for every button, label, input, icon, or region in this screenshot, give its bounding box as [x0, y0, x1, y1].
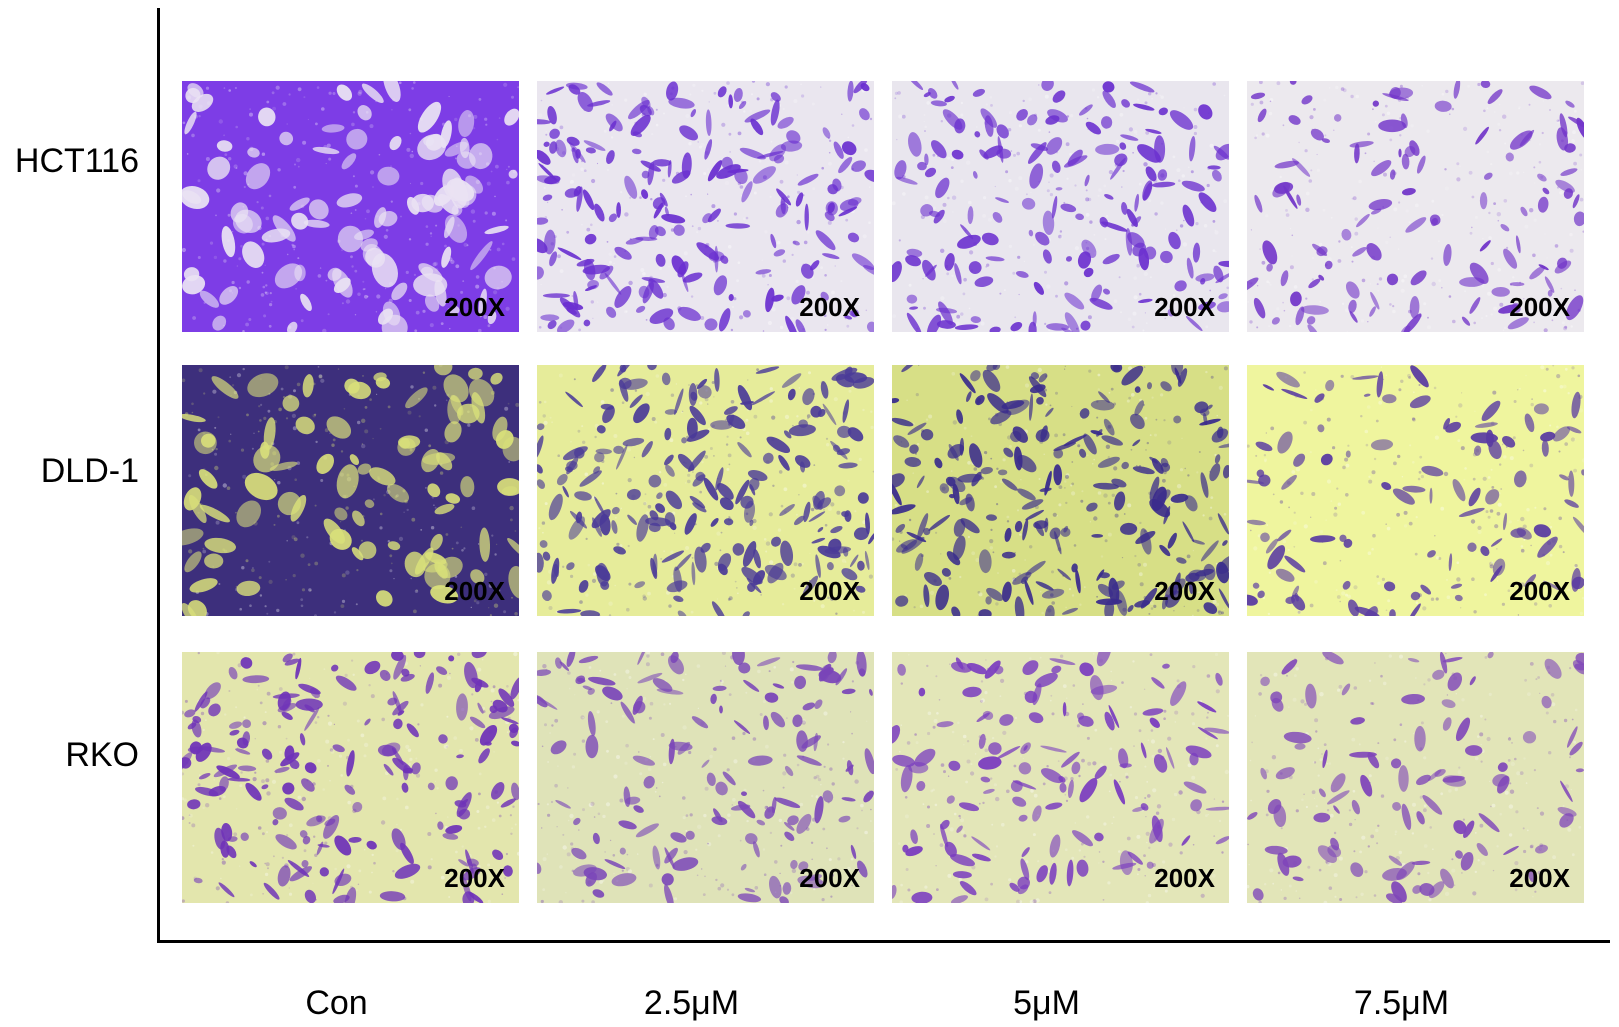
micrograph-hct116-2-5um: 200X: [537, 81, 874, 332]
row-label-rko: RKO: [65, 736, 139, 774]
micrograph-image: [1247, 365, 1584, 616]
micrograph-rko-con: 200X: [182, 652, 519, 903]
micrograph-image: [537, 365, 874, 616]
magnification-label: 200X: [1509, 863, 1570, 893]
micrograph-hct116-con: 200X: [182, 81, 519, 332]
row-label-hct116: HCT116: [14, 142, 139, 180]
micrograph-image: [892, 365, 1229, 616]
magnification-label: 200X: [444, 576, 505, 606]
micrograph-hct116-5um: 200X: [892, 81, 1229, 332]
micrograph-image: [892, 652, 1229, 903]
magnification-label: 200X: [799, 576, 860, 606]
magnification-label: 200X: [444, 292, 505, 322]
micrograph-rko-5um: 200X: [892, 652, 1229, 903]
micrograph-dld1-5um: 200X: [892, 365, 1229, 616]
micrograph-image: [537, 652, 874, 903]
magnification-label: 200X: [1509, 292, 1570, 322]
magnification-label: 200X: [1154, 863, 1215, 893]
micrograph-dld1-con: 200X: [182, 365, 519, 616]
magnification-label: 200X: [1154, 576, 1215, 606]
col-label-5um: 5μM: [1013, 984, 1080, 1022]
micrograph-image: [892, 81, 1229, 332]
magnification-label: 200X: [444, 863, 505, 893]
micrograph-image: [182, 365, 519, 616]
magnification-label: 200X: [799, 292, 860, 322]
micrograph-dld1-7-5um: 200X: [1247, 365, 1584, 616]
micrograph-image: [1247, 81, 1584, 332]
micrograph-image: [1247, 652, 1584, 903]
micrograph-image: [537, 81, 874, 332]
magnification-label: 200X: [799, 863, 860, 893]
magnification-label: 200X: [1509, 576, 1570, 606]
micrograph-image: [182, 652, 519, 903]
row-label-dld1: DLD-1: [40, 452, 139, 490]
x-axis-line: [157, 940, 1610, 943]
col-label-7-5um: 7.5μM: [1353, 984, 1450, 1022]
micrograph-hct116-7-5um: 200X: [1247, 81, 1584, 332]
micrograph-dld1-2-5um: 200X: [537, 365, 874, 616]
micrograph-image: [182, 81, 519, 332]
micrograph-rko-2-5um: 200X: [537, 652, 874, 903]
micrograph-rko-7-5um: 200X: [1247, 652, 1584, 903]
col-label-con: Con: [305, 984, 368, 1022]
y-axis-line: [157, 8, 160, 943]
col-label-2-5um: 2.5μM: [643, 984, 740, 1022]
magnification-label: 200X: [1154, 292, 1215, 322]
